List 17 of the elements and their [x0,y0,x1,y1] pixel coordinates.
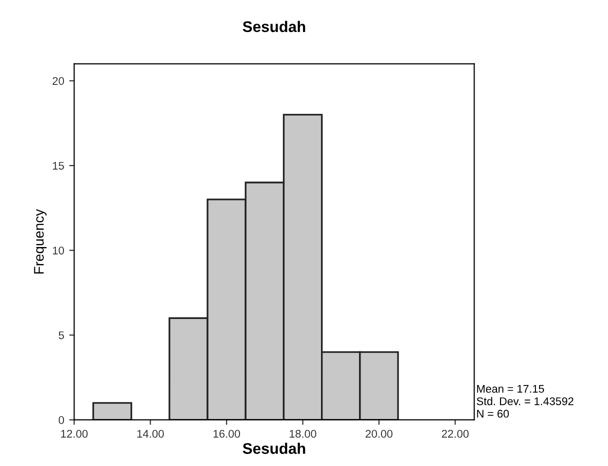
y-tick-label: 0 [58,416,64,424]
x-axis-title: Sesudah [242,442,306,454]
x-tick-label: 12.00 [61,430,88,438]
y-tick-label: 5 [58,331,64,340]
x-tick-label: 22.00 [442,430,469,438]
y-tick-label: 15 [52,162,64,170]
y-axis-title: Frequency [34,209,47,274]
text: Mean = 17.15 [477,384,544,393]
y-tick-label: 20 [52,77,64,85]
x-tick-label: 16.00 [214,430,240,438]
x-tick-label: 18.00 [290,430,316,438]
y-tick-label: 10 [52,246,64,254]
text: Std. Dev. = 1.43592 [476,397,574,406]
x-tick-label: 14.00 [137,430,164,438]
chart-title: Sesudah [242,20,306,32]
text: N = 60 [477,410,509,418]
x-tick-label: 20.00 [366,430,392,438]
